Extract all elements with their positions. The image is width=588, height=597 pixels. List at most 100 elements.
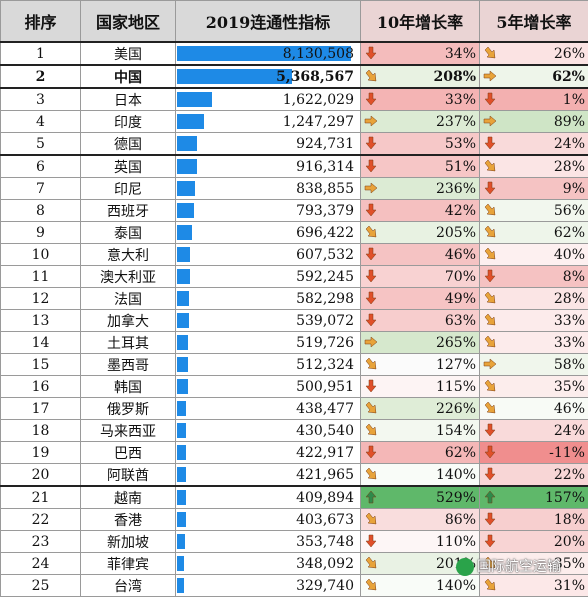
country-cell: 澳大利亚 [81,266,176,288]
country-cell: 香港 [81,509,176,531]
growth-10y-value: 140% [436,578,476,594]
metric-value: 1,622,029 [283,92,354,108]
growth-10y-value: 70% [445,269,476,285]
arrow-down-right-icon [482,224,498,240]
metric-bar [177,269,190,284]
growth-10y-value: 49% [445,291,476,307]
arrow-down-right-icon [363,511,379,527]
growth-10y-cell: 205% [361,222,480,244]
country-cell: 阿联酋 [81,464,176,487]
rank-cell: 19 [1,442,81,464]
arrow-down-icon [482,511,498,527]
metric-cell: 409,894 [176,486,361,509]
country-cell: 新加坡 [81,531,176,553]
metric-bar [177,467,186,482]
growth-10y-cell: 63% [361,310,480,332]
growth-10y-value: 236% [436,181,476,197]
growth-5y-value: 24% [554,423,585,439]
metric-value: 838,855 [296,181,354,197]
country-cell: 越南 [81,486,176,509]
growth-5y-value: 62% [552,69,585,85]
growth-10y-value: 53% [445,136,476,152]
arrow-down-icon [363,246,379,262]
growth-5y-value: 1% [563,92,585,108]
rank-cell: 16 [1,376,81,398]
arrow-down-right-icon [482,45,498,61]
country-cell: 意大利 [81,244,176,266]
metric-value: 1,247,297 [283,114,354,130]
arrow-right-icon [482,68,498,84]
arrow-down-right-icon [482,158,498,174]
arrow-right-icon [363,334,379,350]
arrow-down-right-icon [363,68,379,84]
growth-5y-cell: 33% [480,332,588,354]
growth-10y-value: 42% [445,203,476,219]
metric-bar [177,225,192,240]
metric-value: 438,477 [296,401,354,417]
arrow-right-icon [482,356,498,372]
growth-5y-cell: 33% [480,310,588,332]
metric-bar [177,512,186,527]
metric-cell: 924,731 [176,133,361,156]
growth-10y-cell: 265% [361,332,480,354]
arrow-down-icon [482,422,498,438]
growth-10y-cell: 33% [361,88,480,111]
growth-10y-value: 140% [436,467,476,483]
growth-5y-value: 35% [554,379,585,395]
growth-5y-value: 33% [554,313,585,329]
growth-5y-cell: 62% [480,222,588,244]
metric-value: 924,731 [296,136,354,152]
rank-cell: 8 [1,200,81,222]
rank-cell: 1 [1,42,81,65]
metric-cell: 793,379 [176,200,361,222]
metric-cell: 1,622,029 [176,88,361,111]
header-growth-10y: 10年增长率 [361,1,480,43]
metric-cell: 353,748 [176,531,361,553]
arrow-down-icon [363,444,379,460]
arrow-down-right-icon [482,246,498,262]
growth-5y-cell: 24% [480,133,588,156]
metric-cell: 438,477 [176,398,361,420]
growth-10y-cell: 115% [361,376,480,398]
metric-value: 519,726 [296,335,354,351]
rank-cell: 13 [1,310,81,332]
arrow-down-icon [363,533,379,549]
metric-value: 403,673 [296,512,354,528]
growth-10y-cell: 236% [361,178,480,200]
arrow-down-icon [363,91,379,107]
rank-cell: 22 [1,509,81,531]
country-cell: 菲律宾 [81,553,176,575]
arrow-down-right-icon [363,356,379,372]
rank-cell: 20 [1,464,81,487]
growth-10y-value: 265% [436,335,476,351]
growth-5y-cell: 18% [480,509,588,531]
metric-value: 329,740 [296,578,354,594]
metric-cell: 838,855 [176,178,361,200]
growth-10y-cell: 127% [361,354,480,376]
growth-10y-value: 205% [436,225,476,241]
metric-cell: 539,072 [176,310,361,332]
country-cell: 印度 [81,111,176,133]
metric-bar [177,445,186,460]
arrow-down-icon [363,290,379,306]
growth-5y-value: 8% [563,269,585,285]
growth-5y-value: -11% [549,445,585,461]
rank-cell: 12 [1,288,81,310]
country-cell: 韩国 [81,376,176,398]
arrow-right-icon [363,180,379,196]
growth-10y-cell: 208% [361,65,480,88]
metric-bar [177,379,188,394]
